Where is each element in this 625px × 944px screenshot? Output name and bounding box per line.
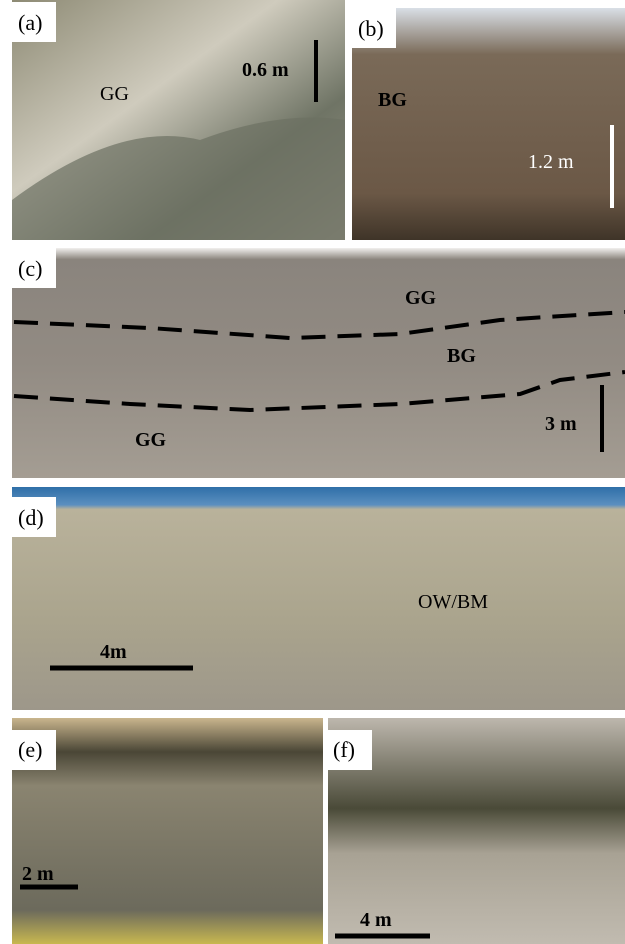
panel-label: (f): [333, 737, 355, 762]
scale-label: 0.6 m: [242, 59, 289, 81]
panel-label: (e): [18, 737, 42, 762]
panel-label: (a): [18, 10, 42, 35]
photo: [12, 718, 323, 944]
panel-c: (c) GG BG GG 3 m: [12, 248, 625, 478]
panel-f: (f) 4 m: [328, 718, 625, 944]
annotation: BG: [378, 89, 407, 111]
panel-label: (d): [18, 505, 44, 530]
panel-label: (b): [358, 16, 384, 41]
photo: [12, 487, 625, 710]
annotation: OW/BM: [418, 591, 488, 613]
scale-label: 4m: [100, 641, 127, 663]
panel-e: (e) 2 m: [12, 718, 323, 944]
annotation: BG: [447, 345, 476, 367]
scale-label: 4 m: [360, 909, 392, 931]
scale-label: 3 m: [545, 413, 577, 435]
panel-d: (d) OW/BM 4m: [12, 487, 625, 710]
annotation: GG: [405, 287, 437, 309]
scale-label: 1.2 m: [528, 151, 574, 173]
panel-label: (c): [18, 256, 42, 281]
annotation: GG: [100, 83, 129, 105]
panel-a: (a) GG 0.6 m: [12, 0, 345, 240]
photo: [12, 248, 625, 478]
figure: (a) GG 0.6 m (b) BG 1.2 m (c) GG BG GG 3…: [0, 0, 625, 944]
scale-label: 2 m: [22, 863, 54, 885]
annotation: GG: [135, 429, 167, 451]
panel-b: (b) BG 1.2 m: [352, 8, 625, 240]
